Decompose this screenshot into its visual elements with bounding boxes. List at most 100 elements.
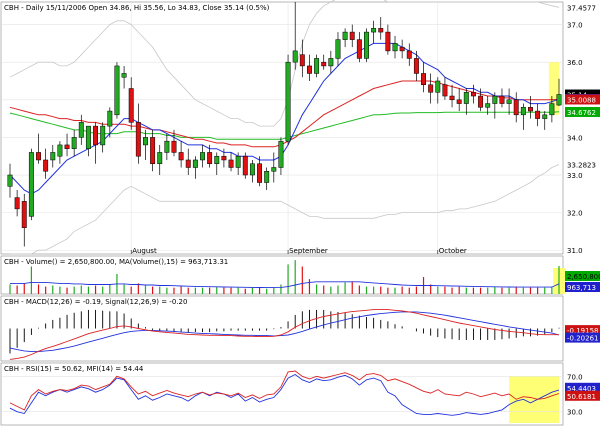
candle-body xyxy=(178,152,184,161)
bollinger-upper-line xyxy=(9,0,560,127)
x-month-label: October xyxy=(439,247,467,255)
price-side-label-bg xyxy=(565,94,600,105)
candle-body xyxy=(235,155,241,168)
candle-body xyxy=(264,171,270,183)
candle-body xyxy=(371,28,377,33)
price-side-label-bg xyxy=(565,2,600,13)
candle-body xyxy=(470,92,476,97)
signal-side-label: -0.20261 xyxy=(567,335,598,343)
candle-body xyxy=(349,31,355,40)
rsi-y-tick: 30.0 xyxy=(567,409,583,417)
candle-body xyxy=(413,58,419,74)
candle-body xyxy=(271,167,277,172)
macd-side-label-bg xyxy=(565,325,600,336)
highlight-box xyxy=(548,62,559,115)
candle-body xyxy=(50,152,56,161)
candle-body xyxy=(157,152,163,164)
rsi-side-label-bg xyxy=(565,390,600,401)
candle-body xyxy=(378,28,384,33)
macd-label: CBH - MACD(12,26) = -0.19, Signal(12,26,… xyxy=(4,298,187,306)
candle-body xyxy=(242,155,248,176)
candle-body xyxy=(7,174,13,187)
signal-side-label-bg xyxy=(565,332,600,343)
candle-body xyxy=(328,58,334,67)
price-plot-area xyxy=(0,1,564,255)
mfi-side-label: 54.4403 xyxy=(567,385,596,393)
ma-red-line xyxy=(9,80,560,148)
candle-body xyxy=(114,65,120,116)
candle-body xyxy=(314,58,320,74)
candle-body xyxy=(556,94,562,106)
candle-body xyxy=(192,159,198,168)
candle-body xyxy=(278,140,284,168)
candle-body xyxy=(221,155,227,161)
price-side-label-bg xyxy=(565,106,600,117)
candle-body xyxy=(406,50,412,59)
candle-body xyxy=(207,152,213,164)
price-title: CBH - Daily 15/11/2006 Open 34.86, Hi 35… xyxy=(4,4,270,12)
price-y-tick: 32.0 xyxy=(567,210,583,218)
candle-body xyxy=(121,73,127,78)
price-side-label-bg xyxy=(565,159,600,170)
candle-body xyxy=(528,107,533,112)
candle-body xyxy=(36,152,41,161)
candle-body xyxy=(292,50,298,63)
price-y-tick: 37.0 xyxy=(567,22,583,30)
candle-body xyxy=(43,159,49,172)
candle-body xyxy=(356,39,362,59)
candle-body xyxy=(200,152,205,161)
x-month-label: August xyxy=(132,247,157,255)
x-month-label: September xyxy=(289,247,328,255)
price-side-label: 33.2823 xyxy=(567,161,596,169)
volume-side-label: 2,650,800 xyxy=(567,273,600,281)
candle-body xyxy=(185,159,191,168)
candle-body xyxy=(335,39,341,59)
candle-body xyxy=(171,140,177,153)
rsi-plot-area xyxy=(0,362,564,426)
rsi-line xyxy=(9,370,560,411)
macd-line xyxy=(9,309,559,360)
candle-body xyxy=(549,103,555,116)
candle-body xyxy=(385,31,391,52)
candle-body xyxy=(499,95,505,104)
macd-side-label: -0.19158 xyxy=(567,327,598,335)
candle-body xyxy=(520,107,526,116)
candle-body xyxy=(143,137,148,146)
candle-body xyxy=(435,80,441,93)
candle-body xyxy=(299,54,305,67)
candle-body xyxy=(364,31,369,59)
candle-body xyxy=(535,110,541,119)
candle-body xyxy=(463,92,469,104)
candle-body xyxy=(128,88,134,123)
candle-body xyxy=(28,152,34,217)
candle-body xyxy=(214,155,220,164)
volume-ma-side-label: 963,713 xyxy=(567,284,596,292)
candle-body xyxy=(485,103,491,108)
volume-ma-line xyxy=(10,281,560,289)
candle-body xyxy=(57,144,63,157)
candle-body xyxy=(342,31,348,40)
price-y-tick: 31.0 xyxy=(567,247,583,255)
candle-body xyxy=(107,110,113,127)
volume-side-label-bg xyxy=(565,271,600,281)
candle-body xyxy=(442,84,448,97)
candle-body xyxy=(392,43,398,52)
rsi-label: CBH - RSI(15) = 50.62, MFI(14) = 54.44 xyxy=(4,365,144,373)
price-y-tick: 36.0 xyxy=(567,59,583,67)
candle-body xyxy=(64,144,70,149)
mfi-side-label-bg xyxy=(565,382,600,393)
candle-body xyxy=(399,46,405,52)
candle-body xyxy=(513,99,519,116)
rsi-y-tick: 70.0 xyxy=(567,373,583,381)
bollinger-lower-line xyxy=(10,164,560,255)
candle-body xyxy=(78,122,84,138)
macd-panel: CBH - MACD(12,26) = -0.19, Signal(12,26,… xyxy=(0,295,600,362)
candle-body xyxy=(150,137,156,164)
candle-body xyxy=(542,114,548,119)
volume-ma-side-label-bg xyxy=(565,282,600,292)
price-y-tick: 33.0 xyxy=(567,172,583,180)
macd-signal-line xyxy=(9,311,560,353)
candle-body xyxy=(506,99,512,104)
mfi-line xyxy=(9,373,560,416)
macd-plot-area xyxy=(0,295,564,362)
